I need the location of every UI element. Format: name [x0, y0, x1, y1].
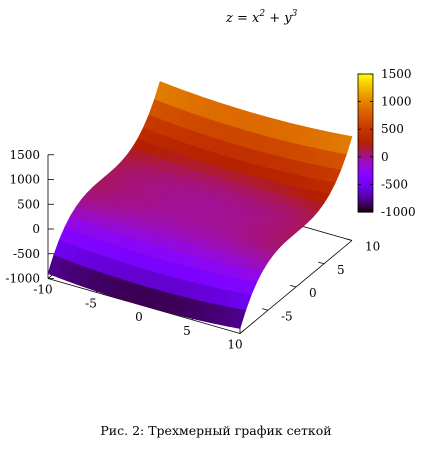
- colorbar-segment: [358, 209, 373, 213]
- surface: [47, 81, 353, 329]
- title-lhs: z = x: [225, 11, 260, 26]
- colorbar-segment: [358, 193, 373, 197]
- colorbar: -1000 -500 0 500 1000 1500: [357, 67, 416, 219]
- colorbar-segment: [358, 106, 373, 110]
- z-tick-label: -500: [13, 247, 40, 261]
- title-mid: + y: [265, 11, 292, 26]
- z-tick-label: -1000: [5, 272, 40, 286]
- colorbar-segment: [358, 126, 373, 130]
- colorbar-segment: [358, 85, 373, 89]
- colorbar-segment: [358, 168, 373, 172]
- x-tick-label: 5: [183, 324, 191, 338]
- colorbar-segment: [358, 76, 373, 80]
- colorbar-segment: [358, 87, 373, 91]
- x-tick-mark: [239, 329, 246, 334]
- colorbar-segment: [358, 159, 373, 162]
- colorbar-tick-label: -1000: [381, 205, 416, 219]
- y-tick-mark: [346, 238, 353, 241]
- colorbar-segment: [358, 177, 373, 181]
- chart-title: z = x2 + y3: [225, 9, 298, 26]
- colorbar-tick-label: 1500: [381, 67, 412, 81]
- colorbar-segment: [358, 156, 373, 160]
- axes: -1000 -500 0 500 1000 1500 -10 -5 0 5 10 -5 0 5 10: [5, 148, 380, 352]
- colorbar-segment: [358, 175, 373, 179]
- colorbar-segment: [358, 83, 373, 87]
- z-tick-label: 1000: [9, 173, 40, 187]
- y-tick-mark: [262, 308, 269, 311]
- colorbar-segment: [358, 90, 373, 93]
- colorbar-segment: [358, 149, 373, 153]
- colorbar-tick-label: 0: [381, 150, 389, 164]
- colorbar-segment: [358, 115, 373, 119]
- colorbar-segment: [358, 124, 373, 128]
- z-tick-label: 0: [32, 222, 40, 236]
- colorbar-segment: [358, 133, 373, 137]
- colorbar-segment: [358, 170, 373, 174]
- colorbar-segment: [358, 136, 373, 139]
- colorbar-segment: [358, 179, 373, 183]
- colorbar-segment: [358, 92, 373, 96]
- y-tick-mark: [318, 261, 325, 265]
- colorbar-segment: [358, 184, 373, 188]
- colorbar-segment: [358, 108, 373, 112]
- colorbar-segment: [358, 195, 373, 199]
- colorbar-segment: [358, 143, 373, 146]
- surface-patch: [230, 308, 246, 329]
- figure-caption: Рис. 2: Трехмерный график сеткой: [100, 423, 332, 438]
- colorbar-segment: [358, 207, 373, 211]
- colorbar-segment: [358, 110, 373, 114]
- colorbar-segment: [358, 99, 373, 103]
- colorbar-segment: [358, 122, 373, 126]
- colorbar-segment: [358, 97, 373, 100]
- colorbar-segment: [358, 166, 373, 169]
- colorbar-segment: [358, 182, 373, 185]
- y-tick-mark: [290, 284, 297, 288]
- colorbar-segment: [358, 140, 373, 144]
- colorbar-segment: [358, 198, 373, 202]
- colorbar-segment: [358, 161, 373, 165]
- colorbar-segment: [358, 120, 373, 123]
- z-tick-label: 500: [17, 197, 40, 211]
- colorbar-segment: [358, 101, 373, 105]
- colorbar-segment: [358, 172, 373, 176]
- colorbar-segment: [358, 191, 373, 195]
- colorbar-segment: [358, 74, 373, 77]
- colorbar-segment: [358, 186, 373, 190]
- colorbar-segment: [358, 94, 373, 98]
- x-tick-label: 10: [227, 338, 242, 352]
- colorbar-segment: [358, 200, 373, 204]
- colorbar-segment: [358, 131, 373, 135]
- colorbar-segment: [358, 80, 373, 84]
- colorbar-segment: [358, 147, 373, 151]
- colorbar-frame: [357, 73, 374, 213]
- x-tick-label: 0: [135, 310, 143, 324]
- colorbar-segment: [358, 78, 373, 82]
- colorbar-segment: [358, 163, 373, 167]
- title-exp1: 2: [258, 9, 265, 19]
- colorbar-tick-label: 500: [381, 122, 404, 136]
- colorbar-segment: [358, 129, 373, 133]
- colorbar-segment: [358, 202, 373, 206]
- colorbar-segment: [358, 138, 373, 142]
- x-tick-label: -10: [33, 283, 52, 297]
- colorbar-segment: [358, 117, 373, 121]
- x-tick-label: -5: [85, 296, 97, 310]
- colorbar-tick-label: -500: [381, 177, 408, 191]
- colorbar-segment: [358, 103, 373, 107]
- colorbar-segment: [358, 189, 373, 192]
- y-tick-label: -5: [281, 309, 293, 323]
- title-exp2: 3: [292, 9, 298, 19]
- colorbar-segment: [358, 205, 373, 208]
- y-tick-label: 0: [309, 286, 317, 300]
- colorbar-tick-label: 1000: [381, 95, 412, 109]
- colorbar-segment: [358, 145, 373, 149]
- colorbar-segment: [358, 152, 373, 156]
- y-tick-label: 5: [337, 263, 345, 277]
- colorbar-segment: [358, 113, 373, 116]
- y-tick-label: 10: [365, 240, 380, 254]
- colorbar-segment: [358, 154, 373, 158]
- z-tick-label: 1500: [9, 148, 40, 162]
